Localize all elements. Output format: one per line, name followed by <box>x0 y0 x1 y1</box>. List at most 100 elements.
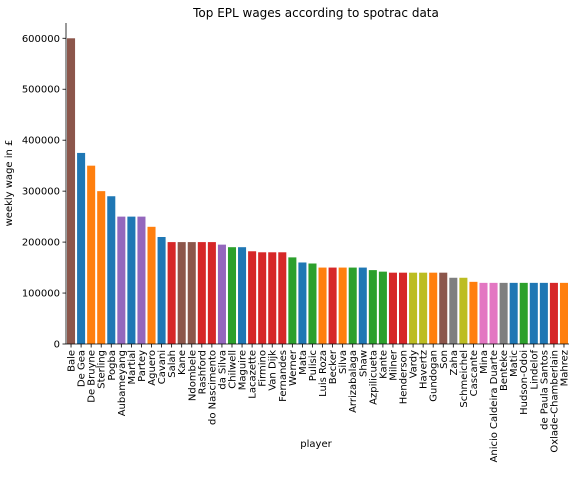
x-tick-label: Azpilicueta <box>368 350 379 405</box>
x-tick-label: Lindelof <box>529 350 540 390</box>
x-tick-label: Aubameyang <box>117 350 128 416</box>
bar <box>117 216 126 344</box>
x-tick-label: De Bruyne <box>87 350 98 403</box>
x-tick-label: Partey <box>137 350 148 382</box>
bar <box>429 272 438 344</box>
bar <box>238 247 247 344</box>
x-tick-label: Mina <box>479 350 490 374</box>
chart-title: Top EPL wages according to spotrac data <box>192 6 439 20</box>
x-tick-label: Kante <box>378 350 389 379</box>
x-tick-label: do Nascimento <box>207 350 218 425</box>
bar <box>147 226 156 344</box>
y-tick-label: 200000 <box>22 238 60 249</box>
bar <box>288 257 297 344</box>
bar <box>278 252 287 344</box>
bar <box>258 252 267 344</box>
x-tick-label: Anicio Caldeira Duarte <box>489 350 500 462</box>
bar <box>177 242 186 344</box>
x-tick-label: Rashford <box>197 350 208 394</box>
bar <box>137 216 146 344</box>
y-ticks-group: 0 100000 200000 300000 400000 500000 600000 <box>22 34 66 351</box>
bar <box>529 282 538 344</box>
bar <box>459 277 468 344</box>
bar <box>328 267 337 344</box>
bar <box>409 272 418 344</box>
x-tick-label: Kane <box>177 350 188 375</box>
x-tick-label: Mata <box>298 350 309 375</box>
bar <box>107 196 116 344</box>
bar <box>388 272 397 344</box>
bar <box>499 282 508 344</box>
x-tick-label: Benteke <box>499 350 510 391</box>
bar <box>419 272 428 344</box>
x-tick-label: Fernandes <box>278 350 289 402</box>
bar <box>559 282 568 344</box>
y-axis-label: weekly wage in £ <box>4 140 15 227</box>
y-tick-label: 500000 <box>22 85 60 96</box>
x-tick-label: Ndombele <box>187 350 198 401</box>
bar <box>358 267 367 344</box>
x-tick-label: Havertz <box>419 350 430 389</box>
x-tick-label: Cascante <box>469 350 480 396</box>
x-tick-label: Milner <box>388 349 399 381</box>
bar <box>318 267 327 344</box>
x-tick-label: Henderson <box>399 350 410 404</box>
x-tick-label: Shaw <box>358 350 369 377</box>
bar <box>469 281 478 344</box>
bar <box>217 244 226 344</box>
bar <box>308 263 317 344</box>
bar <box>338 267 347 344</box>
x-tick-label: Becker <box>328 349 339 384</box>
bar <box>539 282 548 344</box>
bar <box>489 282 498 344</box>
x-tick-label: De Gea <box>77 350 88 387</box>
bar <box>479 282 488 344</box>
bar <box>207 242 216 344</box>
x-tick-label: Aguero <box>147 350 158 386</box>
x-tick-label: Lacazette <box>248 350 259 399</box>
x-tick-label: Cavani <box>157 350 168 384</box>
x-tick-label: Schmeichel <box>459 350 470 408</box>
bar <box>67 38 76 344</box>
bar <box>549 282 558 344</box>
x-tick-label: Luis Roza <box>318 350 329 397</box>
x-tick-label: Son <box>439 350 450 369</box>
x-tick-label: Mahrez <box>559 350 570 386</box>
y-tick-label: 100000 <box>22 289 60 300</box>
bar <box>87 165 96 344</box>
bar <box>157 237 166 344</box>
y-tick-label: 300000 <box>22 187 60 198</box>
bar <box>368 270 377 344</box>
bar <box>187 242 196 344</box>
x-tick-label: Silva <box>338 350 349 374</box>
x-tick-label: Martial <box>127 350 138 384</box>
x-tick-label: Zaha <box>449 350 460 375</box>
bar <box>127 216 136 344</box>
x-tick-label: Firmino <box>258 350 269 387</box>
x-tick-label: Salah <box>167 350 178 378</box>
bar <box>398 272 408 344</box>
bars-group <box>67 38 568 344</box>
bar <box>248 251 257 344</box>
bar <box>449 277 458 344</box>
x-tick-label: Matic <box>509 350 520 377</box>
bar <box>197 242 206 344</box>
bar <box>439 272 448 344</box>
x-ticks-group: Bale De Gea De Bruyne Sterling Pogba Aubameya… <box>67 344 570 462</box>
bar <box>509 282 518 344</box>
x-axis-label: player <box>300 439 332 450</box>
x-tick-label: Bale <box>67 350 78 372</box>
x-tick-label: Arrizabalaga <box>348 350 359 413</box>
bar <box>298 262 307 344</box>
bar <box>77 152 86 344</box>
bar <box>167 242 176 344</box>
bar <box>227 247 237 344</box>
x-tick-label: Maguire <box>238 350 249 390</box>
bar <box>348 267 357 344</box>
x-tick-label: Van Dijk <box>268 350 279 391</box>
x-tick-label: Hudson-Odoi <box>519 350 530 415</box>
x-tick-label: Pulisic <box>308 350 319 381</box>
bar <box>519 282 528 344</box>
y-tick-label: 400000 <box>22 136 60 147</box>
